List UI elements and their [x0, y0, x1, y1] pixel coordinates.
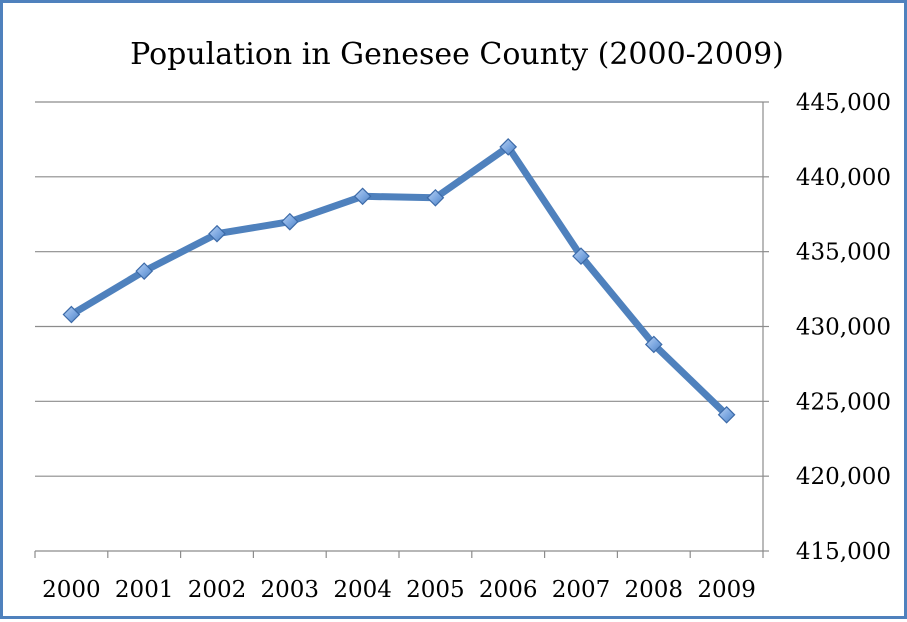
x-tick-label: 2006 [479, 577, 538, 603]
x-tick-label: 2009 [697, 577, 756, 603]
data-markers [62, 138, 736, 424]
y-tick-label: 420,000 [796, 464, 891, 490]
y-tick-label: 440,000 [796, 165, 891, 191]
y-tick-label: 425,000 [796, 389, 891, 415]
gridlines [35, 101, 763, 477]
x-axis-tick-labels: 2000 2001 2002 2003 2004 2005 2006 2007 2008 2009 [42, 577, 756, 603]
data-point-2002 [208, 224, 226, 243]
data-point-2007 [572, 247, 590, 266]
data-point-2000 [62, 305, 81, 324]
line-chart: Population in Genesee County (2000-2009)… [34, 37, 891, 603]
x-tick-label: 2007 [552, 577, 611, 603]
data-point-2004 [353, 187, 372, 206]
series-line [67, 143, 731, 419]
x-tick-label: 2001 [115, 577, 174, 603]
chart-title: Population in Genesee County (2000-2009) [130, 37, 784, 72]
data-point-2005 [426, 188, 445, 207]
data-point-2006 [499, 138, 518, 156]
y-tick-label: 445,000 [796, 90, 891, 116]
x-tick-label: 2003 [261, 577, 320, 603]
x-tick-label: 2008 [625, 577, 684, 603]
y-tick-label: 415,000 [796, 539, 891, 565]
data-point-2003 [280, 212, 299, 231]
data-point-2001 [135, 262, 154, 280]
x-tick-label: 2004 [333, 577, 392, 603]
x-tick-label: 2002 [188, 577, 247, 603]
data-point-2009 [717, 405, 736, 424]
x-tick-label: 2000 [42, 577, 101, 603]
y-tick-label: 430,000 [796, 315, 891, 341]
series-population [67, 143, 731, 419]
x-tick-label: 2005 [406, 577, 465, 603]
data-point-2008 [644, 335, 663, 354]
axes [34, 101, 769, 558]
y-tick-label: 435,000 [796, 240, 891, 266]
y-axis-tick-labels: 415,000 420,000 425,000 430,000 435,000 440,0… [796, 90, 891, 565]
